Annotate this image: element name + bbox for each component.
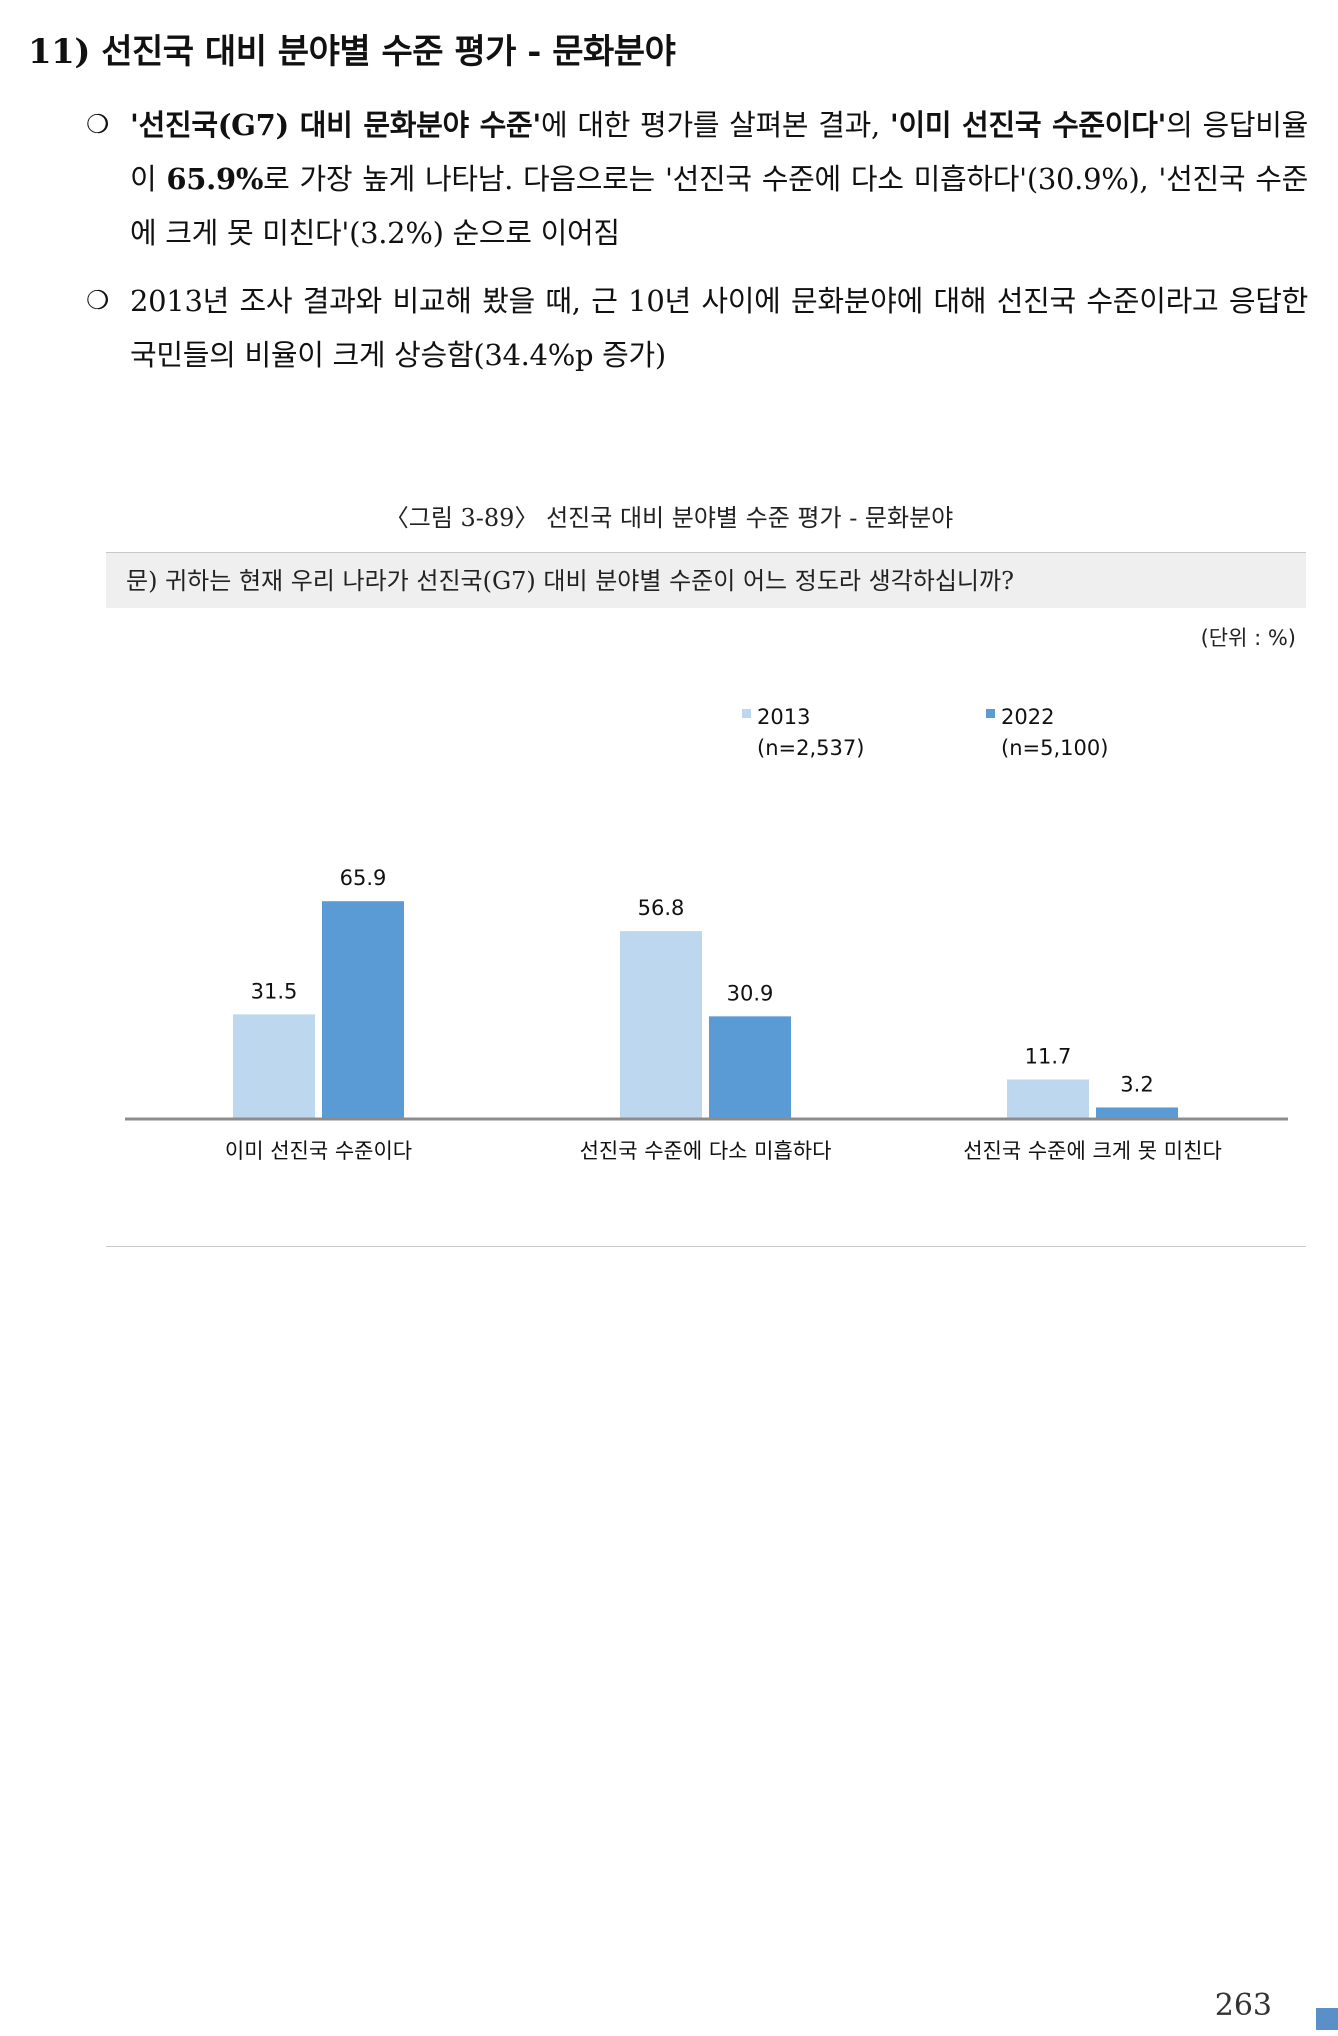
legend-label-2022: 2022 — [1001, 705, 1054, 729]
page-number: 263 — [1214, 1988, 1272, 2023]
data-label-2013-2: 56.8 — [638, 896, 685, 920]
section-title: 11) 선진국 대비 분야별 수준 평가 - 문화분야 — [28, 32, 676, 72]
bullet-1-highlight-answer: '이미 선진국 수준이다' — [889, 108, 1167, 142]
unit-label: (단위 : %) — [1200, 626, 1296, 650]
bullet-paragraph-2: ❍ 2013년 조사 결과와 비교해 봤을 때, 근 10년 사이에 문화분야에… — [86, 274, 1308, 382]
bullet-mark: ❍ — [86, 110, 110, 140]
legend-swatch-2013 — [742, 709, 751, 718]
bullet-mark: ❍ — [86, 286, 110, 316]
bar-2022-2 — [709, 1016, 791, 1118]
bar-2022-1 — [322, 901, 404, 1118]
data-label-2013-3: 11.7 — [1025, 1045, 1072, 1069]
bullet-paragraph-1: ❍ '선진국(G7) 대비 문화분야 수준'에 대한 평가를 살펴본 결과, '… — [86, 98, 1308, 260]
data-label-2022-2: 30.9 — [727, 981, 774, 1005]
data-label-2022-1: 65.9 — [340, 866, 387, 890]
legend-swatch-2022 — [986, 709, 995, 718]
figure-caption: 〈그림 3-89〉 선진국 대비 분야별 수준 평가 - 문화분야 — [384, 504, 954, 532]
data-label-2022-3: 3.2 — [1120, 1072, 1153, 1096]
bar-2013-3 — [1007, 1079, 1089, 1118]
legend-sample-2022: (n=5,100) — [1001, 736, 1108, 760]
survey-question: 문) 귀하는 현재 우리 나라가 선진국(G7) 대비 분야별 수준이 어느 정… — [106, 552, 1306, 608]
category-label-3: 선진국 수준에 크게 못 미친다 — [963, 1139, 1222, 1163]
figure-bottom-rule — [106, 1246, 1306, 1247]
bar-2022-3 — [1096, 1107, 1178, 1118]
bullet-1-text-c: 로 가장 높게 나타남. 다음으로는 '선진국 수준에 다소 미흡하다'(30.… — [130, 162, 1308, 250]
bullet-text-1: '선진국(G7) 대비 문화분야 수준'에 대한 평가를 살펴본 결과, '이미… — [86, 98, 1308, 260]
legend-sample-2013: (n=2,537) — [757, 736, 864, 760]
bullet-1-text-a: 에 대한 평가를 살펴본 결과, — [541, 108, 890, 142]
bullet-1-highlight-topic: '선진국(G7) 대비 문화분야 수준' — [130, 108, 542, 142]
bullet-1-highlight-percent: 65.9% — [166, 162, 264, 196]
bar-2013-1 — [233, 1014, 315, 1118]
corner-marker — [1316, 2008, 1338, 2030]
bullet-text-2: 2013년 조사 결과와 비교해 봤을 때, 근 10년 사이에 문화분야에 대… — [130, 284, 1308, 372]
category-label-1: 이미 선진국 수준이다 — [225, 1139, 412, 1163]
legend-label-2013: 2013 — [757, 705, 810, 729]
bar-2013-2 — [620, 931, 702, 1118]
category-label-2: 선진국 수준에 다소 미흡하다 — [580, 1139, 832, 1163]
data-label-2013-1: 31.5 — [251, 979, 298, 1003]
bullet-1-text-b: 의 응답비율이 — [130, 108, 1308, 196]
